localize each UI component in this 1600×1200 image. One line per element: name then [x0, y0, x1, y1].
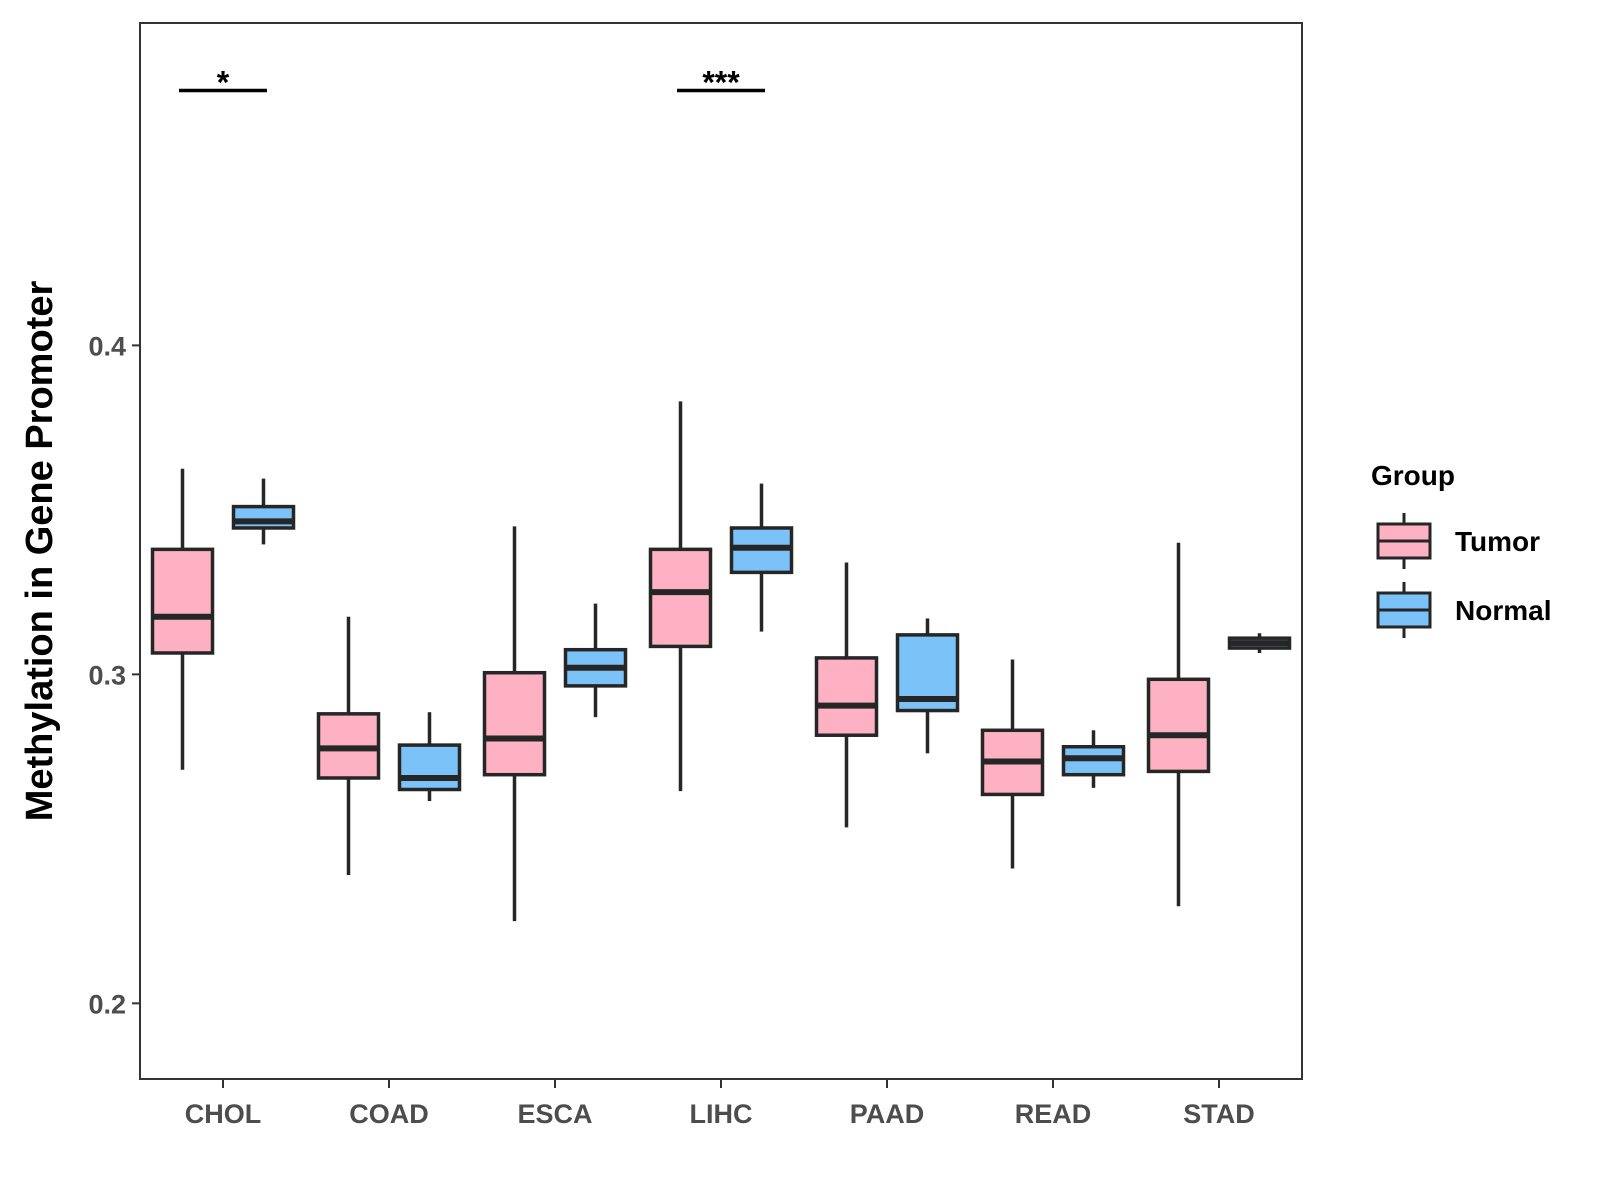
x-axis: CHOL COAD ESCA LIHC PAAD READ STAD — [185, 1079, 1255, 1129]
box-normal-chol — [231, 478, 296, 545]
legend-title: Group — [1371, 460, 1455, 491]
box-iqr — [814, 656, 879, 737]
significance-label: * — [217, 64, 230, 100]
y-tick-label: 0.3 — [88, 660, 126, 690]
box-tumor-lihc — [648, 401, 713, 792]
x-tick-label: LIHC — [690, 1099, 753, 1129]
box-normal-stad — [1227, 633, 1292, 653]
legend: Group Tumor Normal — [1371, 460, 1551, 638]
legend-label-normal: Normal — [1455, 595, 1551, 626]
y-axis: 0.2 0.3 0.4 — [88, 331, 140, 1019]
box-iqr — [397, 743, 462, 792]
box-normal-lihc — [729, 483, 794, 632]
plot-panel-border — [139, 22, 1303, 1080]
y-axis-title: Methylation in Gene Promoter — [19, 281, 61, 822]
box-iqr — [150, 547, 215, 655]
y-tick-label: 0.4 — [88, 331, 126, 361]
significance-annotations: * *** — [179, 64, 765, 100]
legend-item-tumor: Tumor — [1376, 513, 1540, 569]
box-tumor-chol — [150, 468, 215, 770]
x-tick-label: READ — [1015, 1099, 1092, 1129]
legend-item-normal: Normal — [1376, 582, 1551, 638]
box-normal-read — [1061, 730, 1126, 788]
box-iqr — [1146, 677, 1211, 774]
x-tick-label: ESCA — [517, 1099, 592, 1129]
significance-chol: * — [179, 64, 267, 100]
box-tumor-esca — [482, 526, 547, 922]
significance-lihc: *** — [677, 64, 765, 100]
legend-label-tumor: Tumor — [1455, 526, 1540, 557]
y-tick-label: 0.2 — [88, 989, 126, 1019]
box-iqr — [231, 504, 296, 530]
box-normal-esca — [563, 603, 628, 718]
box-tumor-coad — [316, 616, 381, 876]
box-normal-paad — [895, 618, 960, 754]
box-normal-coad — [397, 712, 462, 802]
significance-label: *** — [702, 64, 740, 100]
x-tick-label: COAD — [349, 1099, 429, 1129]
x-tick-label: PAAD — [850, 1099, 925, 1129]
box-iqr — [648, 547, 713, 649]
box-tumor-paad — [814, 562, 879, 828]
x-tick-label: STAD — [1183, 1099, 1255, 1129]
box-layer — [150, 401, 1292, 922]
box-iqr — [482, 670, 547, 777]
x-tick-label: CHOL — [185, 1099, 262, 1129]
box-tumor-stad — [1146, 542, 1211, 907]
box-tumor-read — [980, 659, 1045, 869]
